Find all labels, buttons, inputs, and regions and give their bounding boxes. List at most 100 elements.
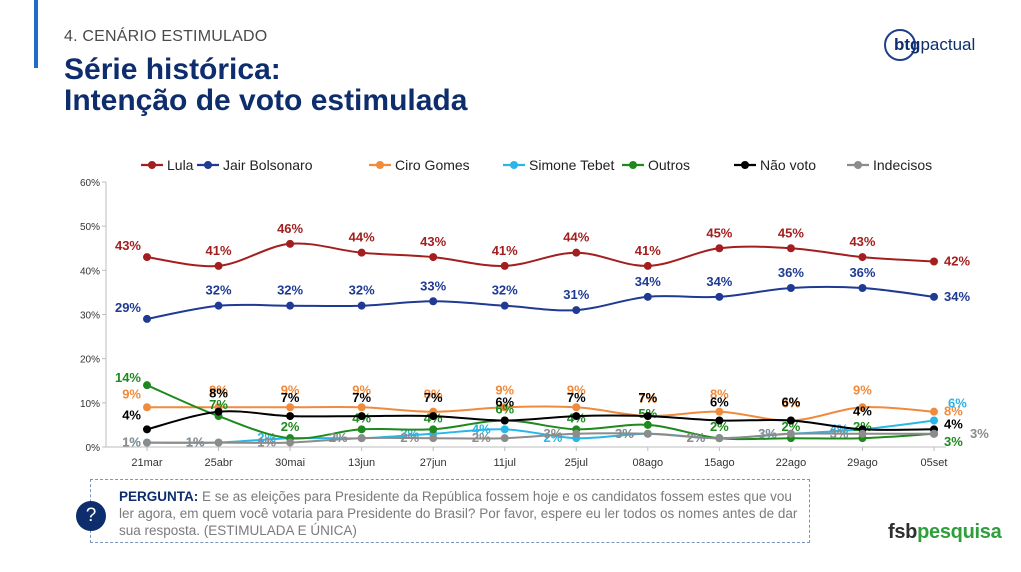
data-point <box>715 292 724 301</box>
legend-label: Ciro Gomes <box>395 157 470 173</box>
data-point <box>858 429 867 438</box>
data-point <box>858 253 867 262</box>
data-label: 4% <box>122 407 141 422</box>
data-point <box>643 261 652 270</box>
data-label: 4% <box>944 416 963 431</box>
data-label: 4% <box>472 421 491 436</box>
data-point <box>286 412 295 421</box>
data-label: 6% <box>710 395 729 410</box>
data-label: 32% <box>206 283 232 298</box>
data-label: 3% <box>944 434 963 449</box>
data-label: 7% <box>209 397 228 412</box>
fsb-logo-text: fsb <box>888 521 918 543</box>
data-label: 1% <box>186 435 205 450</box>
x-tick-label: 15ago <box>704 457 735 469</box>
data-label: 41% <box>492 243 518 258</box>
data-label: 8% <box>424 387 443 402</box>
y-tick-label: 30% <box>80 311 100 322</box>
series-line <box>146 410 935 431</box>
data-point <box>357 434 366 443</box>
data-label: 8% <box>710 387 729 402</box>
data-point <box>786 284 795 292</box>
data-point <box>143 438 151 447</box>
data-label: 2% <box>782 419 801 434</box>
data-point <box>143 403 151 412</box>
question-text: PERGUNTA: E se as eleições para Presiden… <box>119 488 799 539</box>
legend-marker <box>204 161 212 169</box>
series-line <box>146 384 935 441</box>
data-point <box>214 438 223 447</box>
data-label: 3% <box>970 426 989 441</box>
section-label: 4. CENÁRIO ESTIMULADO <box>64 28 268 45</box>
data-label: 44% <box>563 230 589 245</box>
data-point <box>858 403 867 412</box>
series-line <box>146 405 935 422</box>
data-label: 34% <box>706 274 732 289</box>
legend-label: Indecisos <box>873 157 932 173</box>
data-label: 9% <box>853 382 872 397</box>
page-title: Série histórica: Intenção de voto estimu… <box>64 54 467 116</box>
y-tick-label: 10% <box>80 399 100 410</box>
legend-marker <box>854 161 862 169</box>
data-label: 2% <box>329 430 348 445</box>
data-point <box>572 306 581 315</box>
data-label: 3% <box>758 426 777 441</box>
data-point <box>357 425 366 434</box>
data-point <box>357 403 366 412</box>
data-point <box>930 416 938 425</box>
question-mark-icon: ? <box>76 501 106 531</box>
data-point <box>643 412 652 421</box>
data-point <box>143 253 151 262</box>
data-point <box>786 244 795 253</box>
data-label: 14% <box>115 370 141 385</box>
data-label: 36% <box>849 265 875 280</box>
data-label: 1% <box>257 435 276 450</box>
data-label: 9% <box>495 382 514 397</box>
data-label: 1% <box>122 435 141 450</box>
question-box: PERGUNTA: E se as eleições para Presiden… <box>90 479 810 543</box>
btg-logo-text: pactual <box>920 35 976 54</box>
data-point <box>286 438 295 447</box>
series-line <box>146 242 935 268</box>
legend-label: Outros <box>648 157 690 173</box>
question-body: E se as eleições para Presidente da Repú… <box>119 489 798 538</box>
page-title-line2: Intenção de voto estimulada <box>64 84 468 117</box>
data-label: 3% <box>758 426 777 441</box>
data-point <box>429 434 438 443</box>
data-label: 9% <box>281 382 300 397</box>
data-label: 1% <box>122 435 141 450</box>
data-label: 6% <box>782 395 801 410</box>
data-point <box>715 244 724 253</box>
data-point <box>500 301 509 310</box>
x-tick-label: 13jun <box>348 457 375 469</box>
series-line <box>146 285 935 320</box>
legend-marker <box>376 161 384 169</box>
x-tick-label: 21mar <box>131 457 163 469</box>
y-tick-label: 40% <box>80 266 100 277</box>
data-point <box>286 239 295 248</box>
legend-marker <box>741 161 749 169</box>
legend-label: Simone Tebet <box>529 157 614 173</box>
data-point <box>715 416 724 425</box>
data-point <box>429 253 438 262</box>
data-point <box>572 403 581 412</box>
page-title-line1: Série histórica: <box>64 53 281 86</box>
data-point <box>643 420 652 429</box>
question-label: PERGUNTA: <box>119 489 199 504</box>
data-point <box>429 297 438 306</box>
data-point <box>572 412 581 421</box>
data-label: 32% <box>349 283 375 298</box>
vote-intention-line-chart: 0% 10% 20% 30% 40% 50% 60% 21mar 25abr 30mai 13jun… <box>80 157 989 469</box>
data-label: 9% <box>122 386 141 401</box>
data-point <box>500 434 509 443</box>
data-point <box>930 429 938 438</box>
data-point <box>500 425 509 434</box>
data-point <box>500 403 509 412</box>
data-point <box>643 292 652 301</box>
data-point <box>930 292 938 301</box>
x-tick-label: 11jul <box>494 457 516 469</box>
data-label: 43% <box>115 238 141 253</box>
data-label: 8% <box>209 386 228 401</box>
x-tick-label: 25abr <box>204 457 232 469</box>
data-label: 31% <box>563 287 589 302</box>
